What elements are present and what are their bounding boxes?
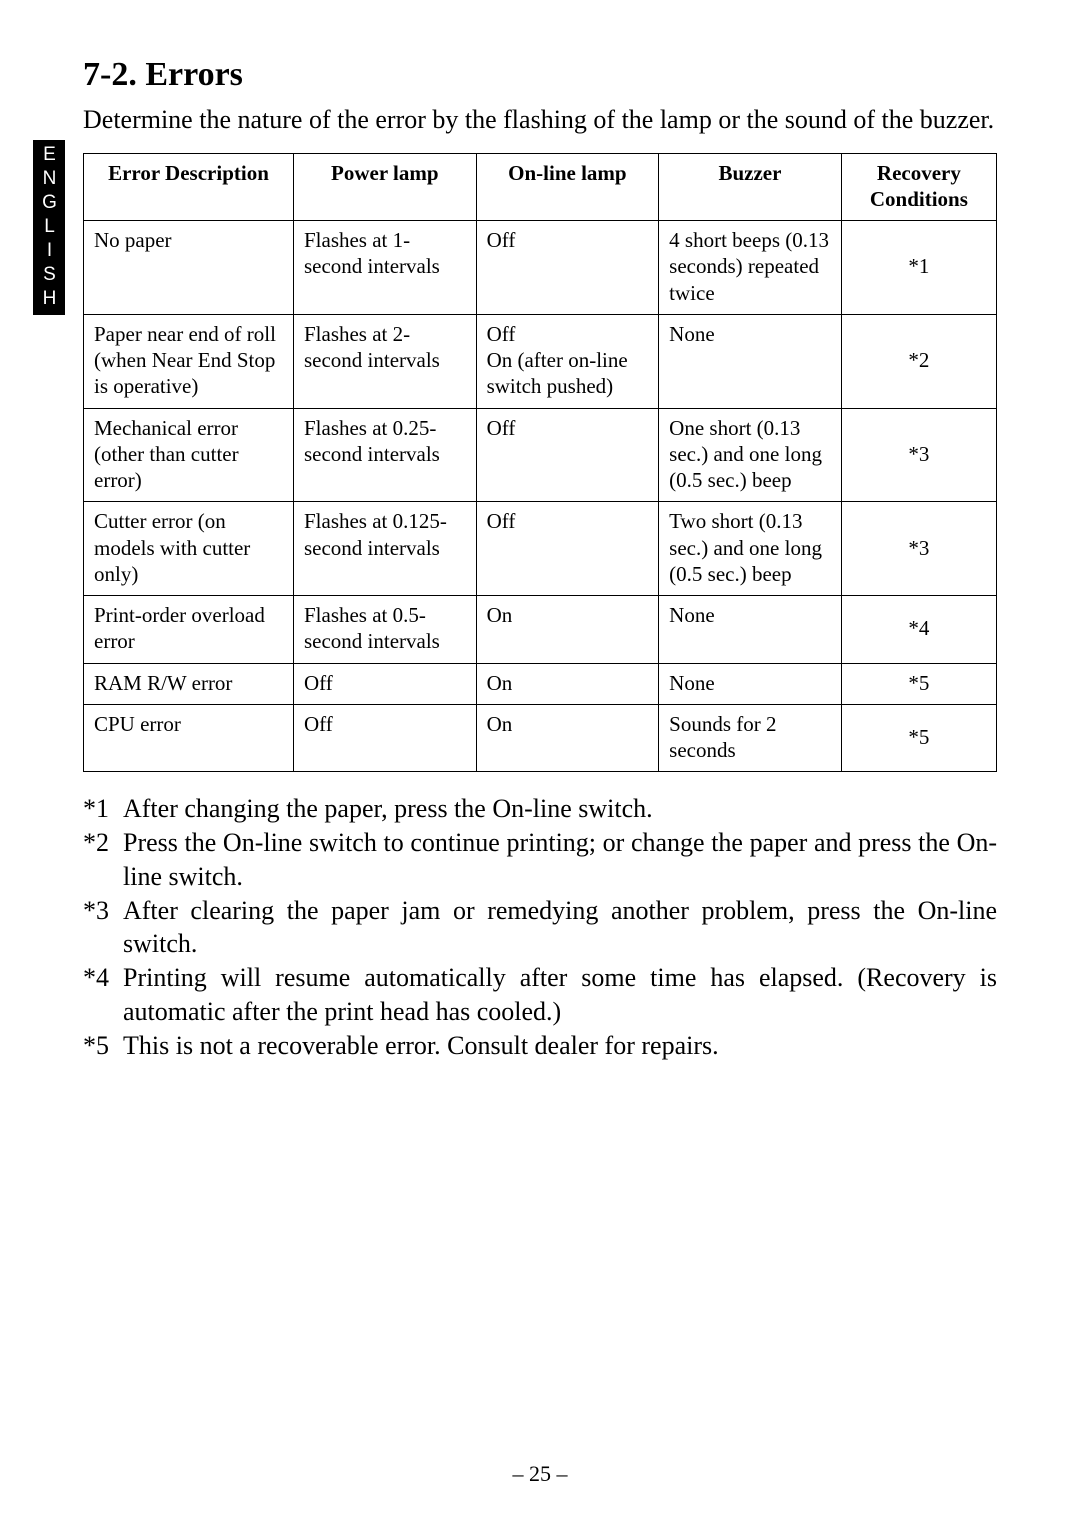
table-row: Mechanical error (other than cutter erro…: [84, 408, 997, 502]
table-cell: Flashes at 0.125-second intervals: [293, 502, 476, 596]
col-header: Power lamp: [293, 153, 476, 221]
footnote-tag: *3: [83, 894, 123, 962]
col-header: Error Description: [84, 153, 294, 221]
footnote-text: After clearing the paper jam or remedyin…: [123, 894, 997, 962]
table-cell: *4: [841, 596, 996, 664]
table-cell: Off: [476, 408, 659, 502]
table-cell: Paper near end of roll (when Near End St…: [84, 314, 294, 408]
table-header-row: Error Description Power lamp On-line lam…: [84, 153, 997, 221]
col-header: Recovery Conditions: [841, 153, 996, 221]
table-cell: On: [476, 596, 659, 664]
content-area: 7-2. Errors Determine the nature of the …: [83, 56, 997, 1063]
table-row: No paperFlashes at 1-second intervalsOff…: [84, 221, 997, 315]
table-cell: On: [476, 663, 659, 704]
col-header: Buzzer: [659, 153, 842, 221]
table-cell: Mechanical error (other than cutter erro…: [84, 408, 294, 502]
table-cell: Off: [293, 704, 476, 772]
section-title: 7-2. Errors: [83, 56, 997, 94]
table-body: No paperFlashes at 1-second intervalsOff…: [84, 221, 997, 772]
footnote: *1After changing the paper, press the On…: [83, 792, 997, 826]
footnote-text: Press the On-line switch to continue pri…: [123, 826, 997, 894]
table-cell: OffOn (after on-line switch pushed): [476, 314, 659, 408]
footnotes: *1After changing the paper, press the On…: [83, 792, 997, 1062]
table-row: Print-order overload errorFlashes at 0.5…: [84, 596, 997, 664]
table-cell: Flashes at 0.5-second intervals: [293, 596, 476, 664]
table-cell: *3: [841, 408, 996, 502]
table-cell: *5: [841, 704, 996, 772]
table-cell: CPU error: [84, 704, 294, 772]
footnote-tag: *5: [83, 1029, 123, 1063]
table-row: RAM R/W errorOffOnNone*5: [84, 663, 997, 704]
page: ENGLISH 7-2. Errors Determine the nature…: [0, 0, 1080, 1529]
table-cell: Sounds for 2 seconds: [659, 704, 842, 772]
intro-paragraph: Determine the nature of the error by the…: [83, 104, 997, 137]
col-header: On-line lamp: [476, 153, 659, 221]
table-cell: 4 short beeps (0.13 seconds) repeated tw…: [659, 221, 842, 315]
footnote-tag: *2: [83, 826, 123, 894]
footnote-tag: *1: [83, 792, 123, 826]
table-cell: *5: [841, 663, 996, 704]
table-cell: Flashes at 1-second intervals: [293, 221, 476, 315]
table-cell: None: [659, 663, 842, 704]
footnote: *4Printing will resume automatically aft…: [83, 961, 997, 1029]
footnote: *5This is not a recoverable error. Consu…: [83, 1029, 997, 1063]
table-cell: *1: [841, 221, 996, 315]
footnote-text: Printing will resume automatically after…: [123, 961, 997, 1029]
page-number: – 25 –: [0, 1461, 1080, 1487]
table-row: Cutter error (on models with cutter only…: [84, 502, 997, 596]
table-cell: On: [476, 704, 659, 772]
footnote: *3After clearing the paper jam or remedy…: [83, 894, 997, 962]
table-cell: Flashes at 0.25-second intervals: [293, 408, 476, 502]
table-cell: Off: [293, 663, 476, 704]
footnote-tag: *4: [83, 961, 123, 1029]
table-cell: None: [659, 314, 842, 408]
footnote-text: This is not a recoverable error. Consult…: [123, 1029, 997, 1063]
table-cell: Flashes at 2-second intervals: [293, 314, 476, 408]
table-cell: None: [659, 596, 842, 664]
table-cell: *2: [841, 314, 996, 408]
table-cell: Off: [476, 221, 659, 315]
footnote: *2Press the On-line switch to continue p…: [83, 826, 997, 894]
error-table: Error Description Power lamp On-line lam…: [83, 153, 997, 773]
table-cell: Two short (0.13 sec.) and one long (0.5 …: [659, 502, 842, 596]
table-cell: Print-order overload error: [84, 596, 294, 664]
footnote-text: After changing the paper, press the On-l…: [123, 792, 997, 826]
table-cell: One short (0.13 sec.) and one long (0.5 …: [659, 408, 842, 502]
table-row: CPU errorOffOnSounds for 2 seconds*5: [84, 704, 997, 772]
table-row: Paper near end of roll (when Near End St…: [84, 314, 997, 408]
table-cell: Cutter error (on models with cutter only…: [84, 502, 294, 596]
language-tab: ENGLISH: [33, 140, 65, 315]
table-cell: RAM R/W error: [84, 663, 294, 704]
table-cell: No paper: [84, 221, 294, 315]
table-cell: Off: [476, 502, 659, 596]
language-tab-label: ENGLISH: [38, 144, 60, 312]
table-cell: *3: [841, 502, 996, 596]
